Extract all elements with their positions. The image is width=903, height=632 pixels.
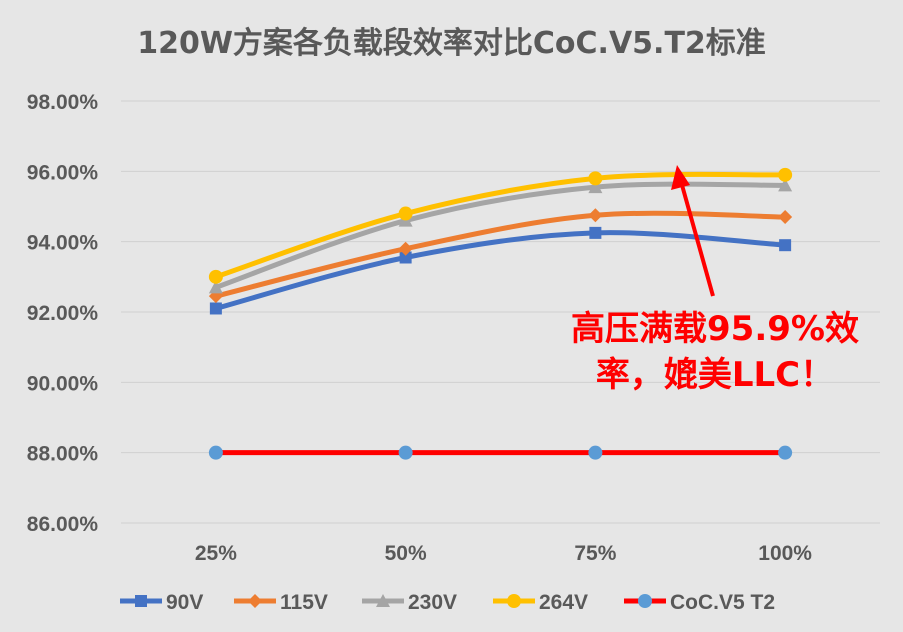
y-tick-label: 86.00% bbox=[27, 513, 99, 536]
y-tick-label: 98.00% bbox=[27, 91, 99, 114]
y-tick-label: 90.00% bbox=[27, 372, 99, 395]
data-point bbox=[208, 445, 223, 460]
data-point bbox=[778, 210, 793, 225]
data-point bbox=[588, 445, 603, 460]
legend-item: 264V bbox=[493, 591, 588, 614]
annotation-arrow bbox=[671, 165, 715, 297]
legend-label: CoC.V5 T2 bbox=[670, 591, 775, 614]
series-CoC.V5 T2 bbox=[208, 445, 793, 460]
legend-label: 230V bbox=[408, 591, 457, 614]
y-tick-label: 94.00% bbox=[27, 232, 99, 255]
legend-label: 90V bbox=[166, 591, 203, 614]
data-point bbox=[398, 445, 413, 460]
data-point bbox=[778, 167, 793, 182]
data-point bbox=[588, 208, 603, 223]
series-line bbox=[213, 171, 788, 280]
chart-title: 120W方案各负载段效率对比CoC.V5.T2标准 bbox=[137, 26, 766, 61]
annotation-line-2: 率，媲美LLC！ bbox=[595, 355, 835, 395]
legend-label: 115V bbox=[280, 591, 328, 614]
data-point bbox=[208, 280, 223, 294]
legend-item: 90V bbox=[120, 591, 203, 614]
data-point bbox=[779, 239, 792, 252]
data-point bbox=[399, 251, 412, 264]
series-90V bbox=[209, 226, 792, 315]
legend-item: 115V bbox=[234, 591, 328, 614]
legend-marker bbox=[376, 594, 390, 607]
data-point bbox=[208, 269, 223, 284]
data-point bbox=[778, 178, 793, 192]
x-tick-label: 25% bbox=[195, 542, 237, 565]
legend-label: 264V bbox=[539, 591, 588, 614]
data-point bbox=[398, 241, 413, 256]
annotation: 高压满载95.9%效 率，媲美LLC！ bbox=[545, 306, 885, 398]
legend-marker bbox=[135, 595, 147, 607]
x-tick-label: 100% bbox=[758, 542, 812, 565]
x-tick-label: 75% bbox=[574, 542, 616, 565]
data-point bbox=[588, 171, 603, 186]
legend-marker bbox=[248, 594, 262, 608]
series-line bbox=[213, 181, 788, 290]
arrow-shaft bbox=[680, 184, 715, 297]
data-point bbox=[209, 302, 222, 315]
data-point bbox=[778, 445, 793, 460]
series-line bbox=[213, 230, 788, 311]
data-point bbox=[588, 180, 603, 194]
annotation-line-1: 高压满载95.9%效 bbox=[571, 309, 859, 349]
legend-item: 230V bbox=[362, 591, 457, 614]
legend-item: CoC.V5 T2 bbox=[624, 591, 775, 614]
series-264V bbox=[208, 167, 793, 284]
data-point bbox=[398, 206, 413, 221]
y-tick-label: 92.00% bbox=[27, 302, 99, 325]
data-point bbox=[589, 226, 602, 239]
y-tick-label: 96.00% bbox=[27, 161, 99, 184]
series-line bbox=[213, 210, 788, 299]
legend-marker bbox=[638, 594, 652, 608]
legend-marker bbox=[507, 594, 521, 608]
y-tick-label: 88.00% bbox=[27, 443, 99, 466]
arrow-head bbox=[671, 165, 690, 190]
x-tick-label: 50% bbox=[385, 542, 427, 565]
